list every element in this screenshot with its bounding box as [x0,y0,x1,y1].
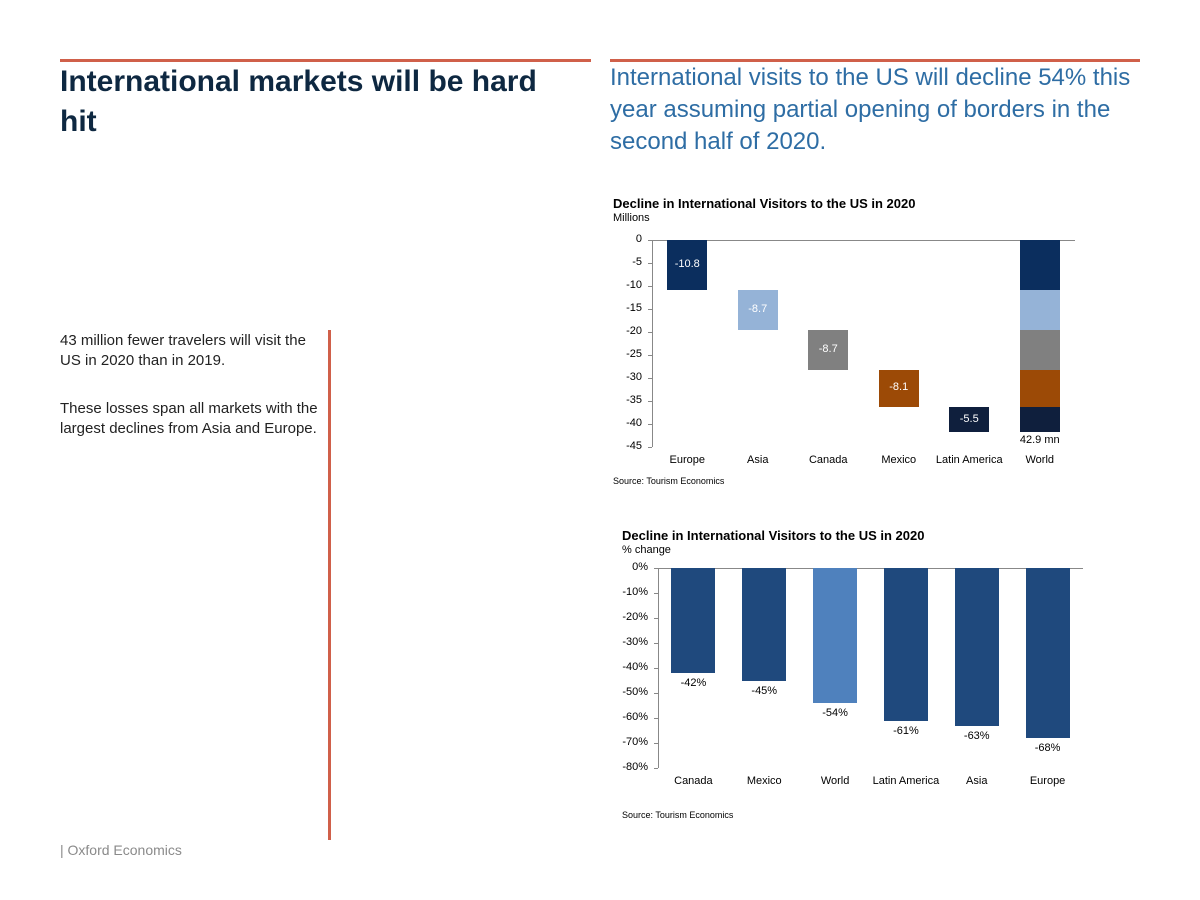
tick-mark [654,718,658,719]
paragraph: 43 million fewer travelers will visit th… [60,332,306,369]
y-tick-label: -30 [626,371,642,383]
tick-mark [648,355,652,356]
x-tick-label: Canada [674,775,713,787]
tick-mark [654,768,658,769]
y-tick-label: -15 [626,302,642,314]
tick-mark [654,668,658,669]
tick-mark [648,401,652,402]
axis-unit: Millions [613,212,650,224]
x-tick-label: Latin America [872,775,940,787]
y-tick-label: -80% [622,761,648,773]
bar [808,329,849,370]
tick-mark [648,286,652,287]
bar [671,568,716,673]
data-label: -8.1 [889,381,909,394]
tick-mark [648,424,652,425]
x-tick-label: Mexico [746,775,782,787]
headline-rule [610,59,1140,62]
axis-unit: % change [622,544,671,556]
bar [954,568,999,726]
data-label: -5.5 [959,412,979,425]
x-tick-label: World [820,775,850,787]
x-tick-label: Europe [669,454,705,466]
bar [949,406,990,433]
tick-mark [654,743,658,744]
bar [883,568,928,721]
slide-title: International markets will be hard hit [60,65,537,138]
y-tick-label: -30% [622,636,648,648]
y-tick-label: -35 [626,394,642,406]
y-tick-label: -45 [626,440,642,452]
x-axis [658,568,1083,569]
tick-mark [654,568,658,569]
total-segment [1019,289,1060,330]
y-tick-label: -25 [626,348,642,360]
divider [328,330,331,840]
y-tick-label: -5 [632,256,642,268]
x-tick-label: Asia [966,775,988,787]
tick-mark [648,309,652,310]
y-tick-label: -10 [626,279,642,291]
y-tick-label: -20% [622,611,648,623]
source: Source: Tourism Economics [622,810,734,820]
bar [878,369,919,407]
tick-mark [648,263,652,264]
title-rule [60,59,591,62]
y-axis [658,568,659,768]
tick-mark [648,332,652,333]
chart-title: Decline in International Visitors to the… [613,196,916,211]
data-label: -63% [963,729,990,742]
bar [1025,568,1070,738]
source: Source: Tourism Economics [613,476,725,486]
tick-mark [654,593,658,594]
x-tick-label: World [1025,454,1055,466]
total-segment [1019,406,1060,433]
y-tick-label: -10% [622,586,648,598]
tick-mark [654,643,658,644]
footer: | Oxford Economics [60,842,182,858]
total-segment [1019,240,1060,290]
y-tick-label: -60% [622,711,648,723]
y-tick-label: -70% [622,736,648,748]
bar [742,568,787,681]
x-tick-label: Europe [1029,775,1066,787]
tick-mark [648,378,652,379]
x-tick-label: Canada [808,454,848,466]
headline: International visits to the US will decl… [610,64,1131,155]
data-label: -10.8 [674,257,700,270]
x-axis [652,240,1075,241]
bar [737,289,778,330]
tick-mark [648,447,652,448]
total-segment [1019,369,1060,407]
data-label: -68% [1034,742,1061,754]
tick-mark [648,240,652,241]
y-tick-label: -50% [622,686,648,698]
total-label: 42.9 mn [1019,434,1060,447]
x-tick-label: Latin America [935,454,1003,466]
data-label: -8.7 [818,342,838,355]
tick-mark [654,693,658,694]
data-label: -54% [822,707,848,719]
y-tick-label: -40% [622,661,648,673]
data-label: -8.7 [748,302,768,315]
bar [813,568,858,703]
x-tick-label: Asia [747,454,769,466]
data-label: -61% [893,724,919,737]
y-tick-label: -20 [626,325,642,337]
chart-title: Decline in International Visitors to the… [622,528,925,543]
data-label: -45% [751,684,778,697]
paragraph: These losses span all markets with the l… [60,400,318,437]
data-label: -42% [680,677,707,689]
total-segment [1019,329,1060,370]
bar [667,240,708,290]
x-tick-label: Mexico [881,454,917,466]
y-axis [652,240,653,447]
y-tick-label: 0% [632,561,648,573]
y-tick-label: -40 [626,417,642,429]
tick-mark [654,618,658,619]
y-tick-label: 0 [635,233,642,245]
